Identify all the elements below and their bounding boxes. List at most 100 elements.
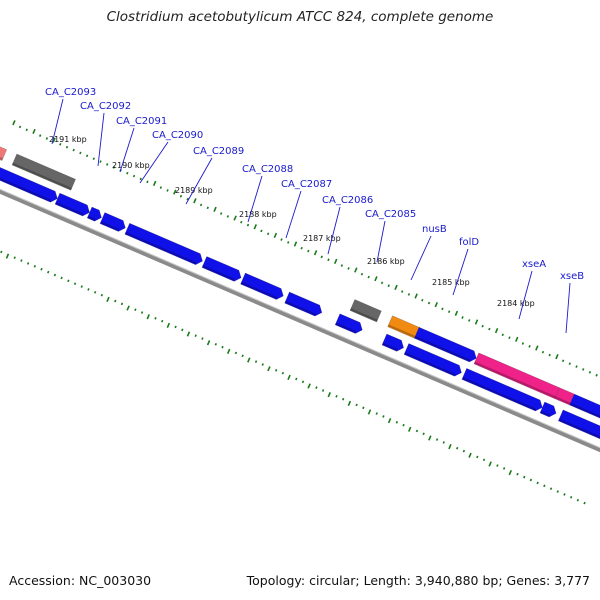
tick-mark [181,328,184,332]
tick-mark [313,250,318,256]
leader-line [51,98,64,145]
tick-mark [541,350,545,354]
tick-mark [80,285,83,288]
feature-shadow [540,410,551,417]
tick-mark [595,373,598,377]
tick-mark [247,357,251,363]
gene-label: CA_C2090 [152,130,203,141]
tick-mark [347,400,352,406]
tick-mark [186,197,189,201]
gene-label: CA_C2088 [242,164,293,175]
tick-mark [307,249,310,253]
gene-feature [124,222,203,265]
tick-mark [293,241,298,247]
tick-mark [154,316,157,320]
tick-mark [199,203,203,207]
gene-label: xseB [560,271,584,282]
tick-mark [106,163,109,166]
tick-mark [462,449,466,453]
tick-mark [395,420,399,424]
gene-label: CA_C2092 [80,101,131,112]
tick-mark [563,493,566,496]
feature-shadow [202,265,236,281]
tick-mark [476,455,479,459]
leader-line [518,270,533,320]
tick-mark [79,151,82,155]
tick-mark [206,340,211,346]
tick-mark [92,157,95,161]
tick-mark [576,498,580,502]
tick-mark [535,345,539,351]
tick-mark [367,275,370,279]
tick-mark [99,160,102,163]
tick-mark [380,281,384,285]
tick-mark [139,177,142,181]
tick-mark [201,337,204,340]
gene-label: CA_C2085 [365,209,416,220]
tick-mark [422,432,425,436]
tick-mark [193,198,197,204]
kbp-label: 2185 kbp [432,278,470,287]
tick-marks [0,120,598,505]
backbone [0,188,600,453]
gene-label: CA_C2089 [193,146,244,157]
gene-label: CA_C2086 [322,195,373,206]
tick-mark [355,403,358,407]
tick-mark [536,481,539,485]
tick-mark [106,296,110,303]
tick-mark [320,255,323,259]
leader-line [565,282,571,334]
tick-mark [47,270,50,274]
tick-mark [335,394,338,398]
tick-mark [401,290,404,293]
tick-mark [496,464,499,467]
tick-mark [448,444,452,450]
tick-mark [241,354,244,358]
tick-mark [206,206,209,210]
tick-mark [146,314,150,320]
tick-mark [454,310,459,316]
tick-mark [26,262,30,265]
tick-mark [194,334,197,337]
tick-mark [521,342,525,345]
tick-mark [556,490,559,493]
kbp-label: 2190 kbp [112,161,150,170]
feature-shadow [555,396,571,405]
gene-label: xseA [522,259,546,270]
kbp-label: 2187 kbp [303,234,341,243]
feature-shadow [335,322,357,334]
tick-mark [114,299,117,303]
leader-line [327,206,341,255]
tick-mark [468,452,472,458]
tick-mark [354,267,358,273]
tick-mark [374,276,378,282]
gene-feature [54,192,90,217]
tick-mark [240,220,243,224]
tick-mark [327,392,331,398]
tick-mark [152,180,157,187]
tick-mark [246,223,250,227]
tick-mark [253,224,257,230]
tick-mark [260,229,263,233]
gene-label: folD [459,237,479,248]
gene-feature [334,313,363,334]
tick-mark [342,397,345,401]
tick-mark [65,145,69,149]
gene-feature [381,333,404,352]
tick-mark [340,264,344,267]
tick-mark [434,302,438,308]
tick-mark [12,120,16,126]
tick-mark [18,125,22,129]
feature-shadow [87,215,96,221]
tick-mark [387,418,392,424]
tick-mark [468,319,471,322]
tick-mark [321,389,325,392]
tick-mark [347,267,350,270]
tick-mark [159,186,163,189]
tick-mark [456,446,459,450]
tick-mark [575,365,578,368]
tick-mark [32,128,36,135]
tick-mark [273,232,278,238]
tick-mark [515,336,519,342]
